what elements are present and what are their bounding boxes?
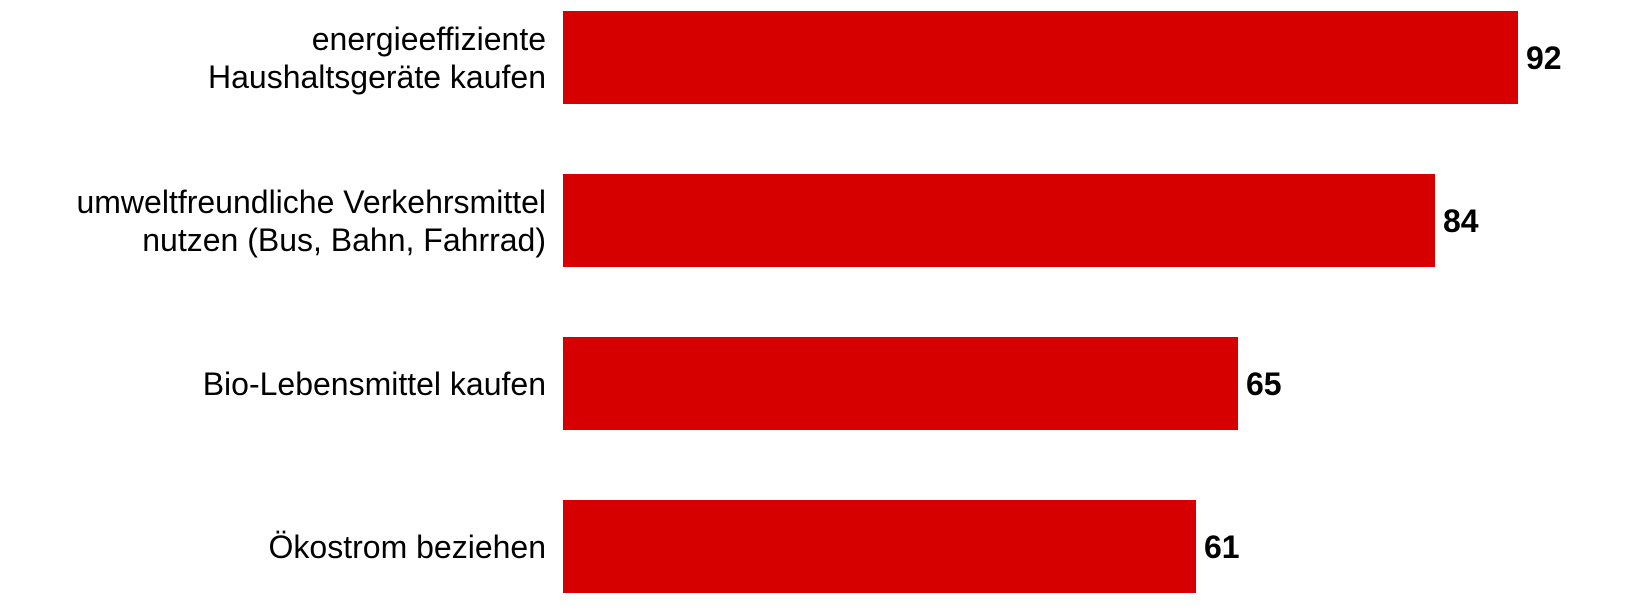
bar [563,500,1196,593]
category-label-line: nutzen (Bus, Bahn, Fahrrad) [142,221,546,258]
value-label: 92 [1526,39,1562,76]
category-label-line: energieeffiziente [311,20,546,57]
bar [563,11,1518,104]
category-label: umweltfreundliche Verkehrsmittel nutzen (… [0,183,546,259]
category-label: energieeffiziente Haushaltsgeräte kaufen [0,20,546,96]
category-label: Bio-Lebensmittel kaufen [0,365,546,403]
category-label-line: umweltfreundliche Verkehrsmittel [76,183,546,220]
value-label: 65 [1246,365,1282,402]
value-label: 61 [1204,528,1240,565]
bar [563,337,1238,430]
category-label-line: Ökostrom beziehen [268,528,546,565]
category-label-line: Bio-Lebensmittel kaufen [202,365,546,402]
category-label: Ökostrom beziehen [0,528,546,566]
value-label: 84 [1443,202,1479,239]
category-label-line: Haushaltsgeräte kaufen [208,58,546,95]
bar [563,174,1435,267]
